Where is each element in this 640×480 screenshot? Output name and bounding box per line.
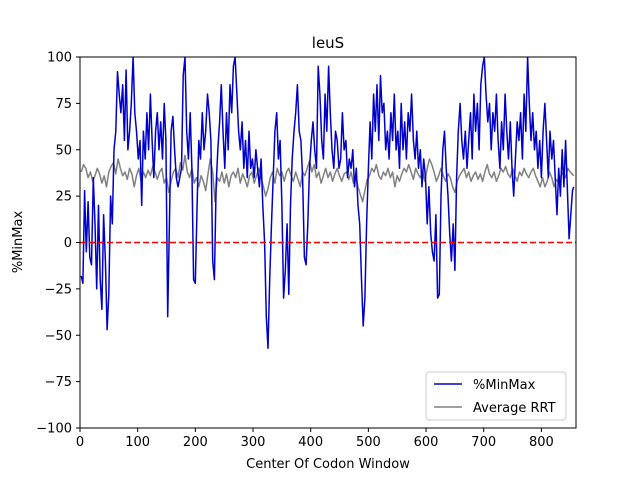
legend-label-average-rrt: Average RRT: [473, 401, 556, 416]
y-tick-label: 0: [64, 236, 72, 251]
x-tick-label: 300: [241, 435, 266, 450]
x-axis-label: Center Of Codon Window: [246, 457, 410, 472]
y-tick-label: 25: [55, 190, 72, 205]
x-tick-label: 200: [183, 435, 208, 450]
x-tick-label: 400: [298, 435, 323, 450]
series-layer: [80, 57, 576, 349]
series-line-minmax: [80, 57, 575, 349]
x-tick-label: 600: [414, 435, 439, 450]
y-axis: −100 −75 −50 −25 0 25 50 75 100: [36, 51, 80, 437]
x-tick-label: 800: [529, 435, 554, 450]
plot-area: [80, 57, 576, 349]
legend-label-minmax: %MinMax: [473, 378, 536, 393]
legend: %MinMax Average RRT: [425, 371, 567, 421]
y-tick-label: −50: [45, 329, 72, 344]
chart-title: leuS: [312, 34, 344, 52]
y-tick-label: 50: [55, 143, 72, 158]
x-axis: 0 100 200 300 400 500 600 700 800: [76, 428, 554, 450]
x-tick-label: 500: [356, 435, 381, 450]
y-tick-label: 100: [47, 51, 72, 66]
y-tick-label: 75: [55, 97, 72, 112]
series-line-average-rrt: [80, 154, 575, 203]
x-tick-label: 700: [471, 435, 496, 450]
y-tick-label: −25: [45, 282, 72, 297]
x-tick-label: 0: [76, 435, 84, 450]
y-axis-label: %MinMax: [11, 211, 26, 274]
y-tick-label: −100: [36, 422, 72, 437]
y-tick-label: −75: [45, 375, 72, 390]
x-tick-label: 100: [125, 435, 150, 450]
